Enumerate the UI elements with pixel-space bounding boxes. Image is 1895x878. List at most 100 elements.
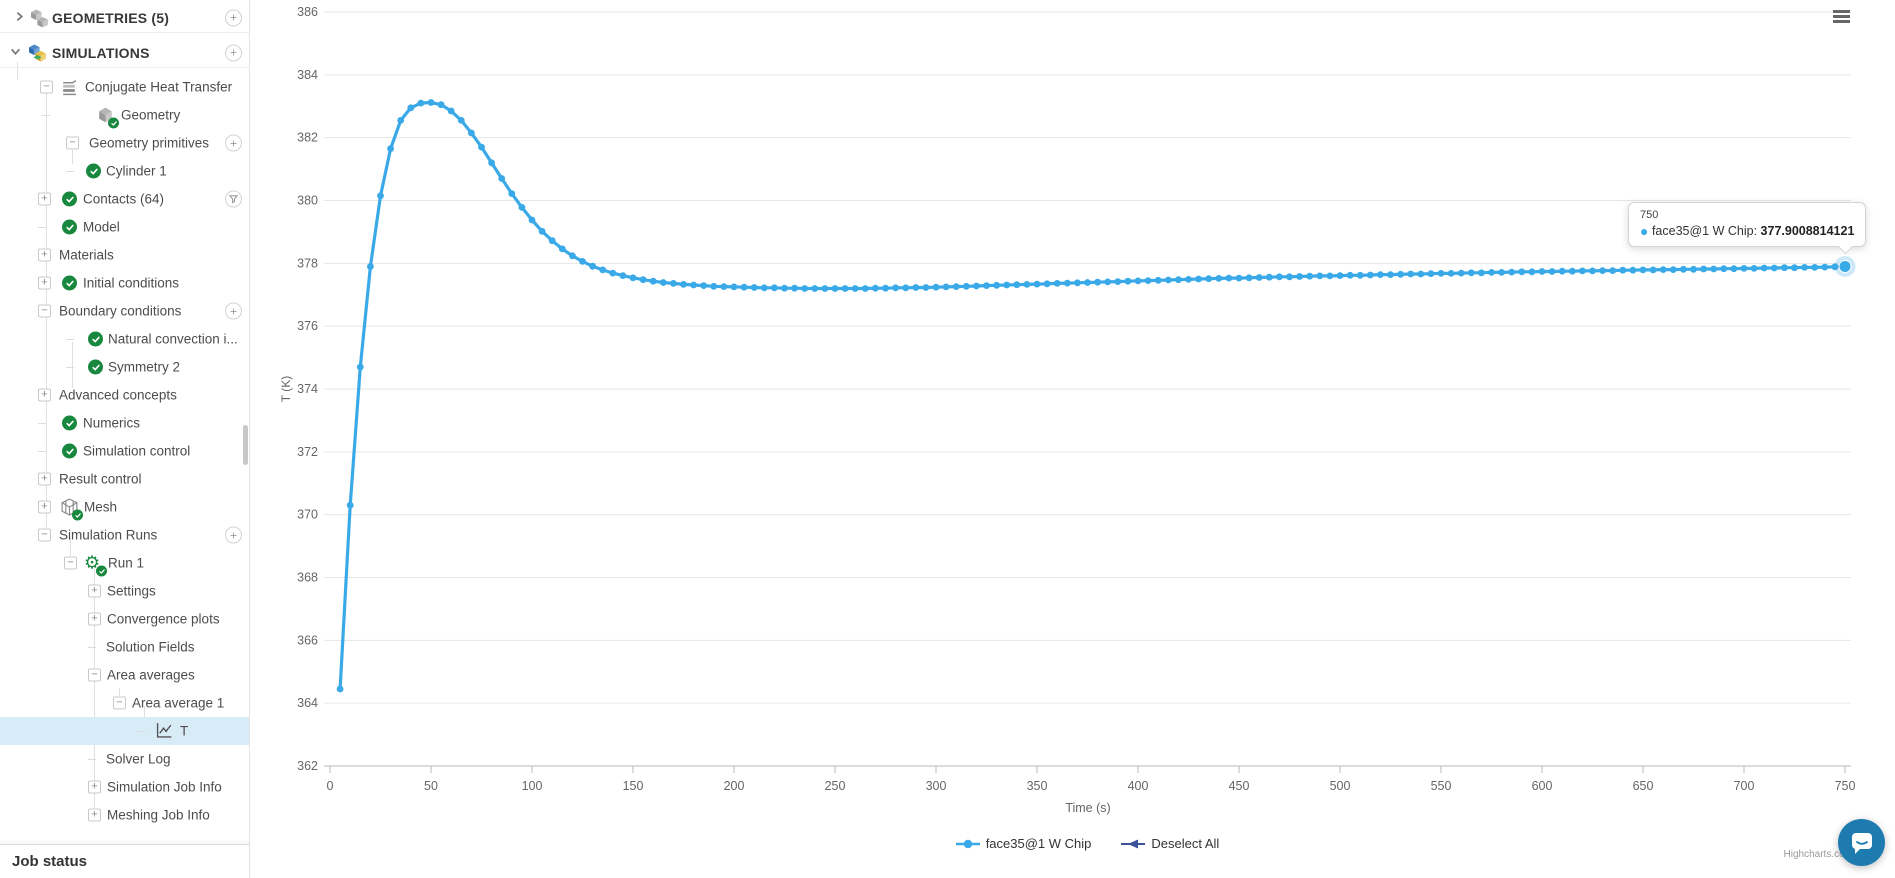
data-point-marker[interactable]	[861, 285, 869, 292]
data-point-marker[interactable]	[760, 284, 768, 292]
tree-item-meshing-job-info[interactable]: + Meshing Job Info	[0, 801, 249, 829]
collapse-toggle-icon[interactable]: −	[64, 556, 77, 570]
collapse-toggle-icon[interactable]: −	[66, 136, 79, 150]
data-point-marker[interactable]	[922, 284, 930, 291]
add-button[interactable]: +	[225, 526, 242, 544]
data-point-marker[interactable]	[1447, 270, 1455, 277]
data-point-marker[interactable]	[1134, 277, 1142, 285]
data-point-marker[interactable]	[377, 192, 384, 200]
expand-toggle-icon[interactable]: +	[38, 192, 51, 206]
data-point-marker[interactable]	[498, 175, 506, 182]
data-point-marker[interactable]	[1296, 273, 1303, 280]
data-point-marker[interactable]	[1356, 271, 1364, 279]
data-point-marker[interactable]	[1558, 267, 1566, 275]
tree-item-solver-log[interactable]: Solver Log	[0, 745, 249, 773]
data-point-marker[interactable]	[1498, 269, 1505, 276]
data-point-marker[interactable]	[1003, 281, 1011, 289]
data-point-marker[interactable]	[1730, 265, 1738, 273]
data-point-marker[interactable]	[619, 272, 627, 279]
tree-item-simulations-section[interactable]: SIMULATIONS +	[0, 38, 249, 68]
data-point-marker[interactable]	[1680, 265, 1687, 273]
data-point-marker[interactable]	[518, 204, 526, 211]
tree-item-simulation-runs[interactable]: − Simulation Runs +	[0, 521, 249, 549]
data-point-marker[interactable]	[1084, 279, 1091, 286]
data-point-marker[interactable]	[427, 99, 435, 106]
tree-item-model[interactable]: Model	[0, 213, 249, 241]
tree-item-boundary-conditions[interactable]: − Boundary conditions +	[0, 297, 249, 325]
data-point-marker[interactable]	[659, 279, 667, 286]
tree-item-area-average-t[interactable]: T	[0, 717, 249, 745]
data-point-marker[interactable]	[942, 283, 950, 291]
data-point-marker[interactable]	[639, 276, 647, 284]
data-point-marker[interactable]	[932, 283, 940, 291]
data-point-marker[interactable]	[1478, 269, 1485, 277]
data-point-marker[interactable]	[1700, 265, 1707, 273]
data-point-marker[interactable]	[1831, 263, 1839, 271]
data-point-marker[interactable]	[629, 274, 637, 282]
data-point-marker[interactable]	[1276, 273, 1283, 281]
data-point-marker[interactable]	[468, 129, 475, 137]
tree-item-settings[interactable]: + Settings	[0, 577, 249, 605]
tree-item-advanced-concepts[interactable]: + Advanced concepts	[0, 381, 249, 409]
tree-item-symmetry-2[interactable]: Symmetry 2	[0, 353, 249, 381]
tree-item-run-1[interactable]: − ⚙ Run 1	[0, 549, 249, 577]
add-button[interactable]: +	[225, 9, 242, 26]
data-point-marker[interactable]	[831, 285, 839, 292]
data-point-marker[interactable]	[1074, 279, 1081, 287]
data-point-marker[interactable]	[1457, 269, 1465, 277]
data-point-marker[interactable]	[700, 282, 708, 289]
tree-item-solution-fields[interactable]: Solution Fields	[0, 633, 249, 661]
data-point-marker[interactable]	[1154, 276, 1162, 284]
data-point-marker[interactable]	[1801, 264, 1808, 271]
tree-item-geometry-primitives[interactable]: − Geometry primitives +	[0, 129, 249, 157]
tree-item-mesh[interactable]: + Mesh	[0, 493, 249, 521]
data-point-marker[interactable]	[1690, 265, 1697, 273]
data-point-marker[interactable]	[407, 104, 415, 112]
data-point-marker[interactable]	[1205, 275, 1213, 283]
data-point-marker[interactable]	[902, 284, 910, 292]
data-point-marker[interactable]	[1669, 266, 1677, 273]
data-point-marker[interactable]	[1770, 264, 1778, 272]
data-point-marker[interactable]	[1306, 272, 1314, 280]
data-point-marker[interactable]	[1821, 263, 1829, 271]
support-chat-button[interactable]	[1838, 819, 1885, 866]
data-point-marker[interactable]	[1740, 265, 1748, 272]
data-point-marker[interactable]	[1467, 269, 1475, 277]
data-point-marker[interactable]	[781, 284, 788, 292]
data-point-marker[interactable]	[1316, 272, 1324, 280]
data-point-marker[interactable]	[892, 284, 899, 292]
data-point-marker[interactable]	[1619, 266, 1627, 274]
data-point-marker[interactable]	[1417, 270, 1425, 278]
data-point-marker[interactable]	[882, 284, 889, 292]
data-point-marker[interactable]	[1750, 265, 1758, 272]
sidebar-scrollbar-thumb[interactable]	[243, 425, 248, 465]
tree-item-conjugate-heat-transfer[interactable]: − Conjugate Heat Transfer	[0, 73, 249, 101]
chart-context-menu-icon[interactable]	[1833, 8, 1850, 26]
data-point-marker[interactable]	[1033, 280, 1041, 288]
data-point-marker[interactable]	[1175, 276, 1182, 284]
data-point-marker[interactable]	[1114, 278, 1122, 285]
data-point-marker[interactable]	[1023, 281, 1031, 288]
data-point-marker[interactable]	[1397, 270, 1404, 278]
data-point-marker[interactable]	[417, 99, 425, 107]
data-point-marker[interactable]	[1377, 271, 1384, 278]
data-point-marker[interactable]	[771, 284, 778, 292]
chevron-down-icon[interactable]	[10, 44, 21, 62]
tree-item-natural-convection[interactable]: Natural convection i...	[0, 325, 249, 353]
data-point-marker[interactable]	[569, 252, 576, 260]
tree-item-contacts[interactable]: + Contacts (64)	[0, 185, 249, 213]
data-point-marker[interactable]	[538, 227, 546, 235]
data-point-marker[interactable]	[548, 237, 556, 245]
data-point-marker[interactable]	[1255, 274, 1263, 281]
add-button[interactable]: +	[225, 44, 242, 61]
data-point-marker[interactable]	[1094, 278, 1101, 286]
collapse-toggle-icon[interactable]: −	[113, 696, 126, 710]
data-point-marker[interactable]	[1215, 275, 1223, 282]
expand-toggle-icon[interactable]: +	[88, 808, 101, 822]
data-point-marker[interactable]	[1528, 268, 1536, 276]
expand-toggle-icon[interactable]: +	[38, 276, 51, 290]
data-point-marker[interactable]	[1720, 265, 1728, 273]
add-button[interactable]: +	[225, 302, 242, 320]
data-point-marker[interactable]	[579, 258, 586, 265]
data-point-marker[interactable]	[952, 283, 960, 290]
